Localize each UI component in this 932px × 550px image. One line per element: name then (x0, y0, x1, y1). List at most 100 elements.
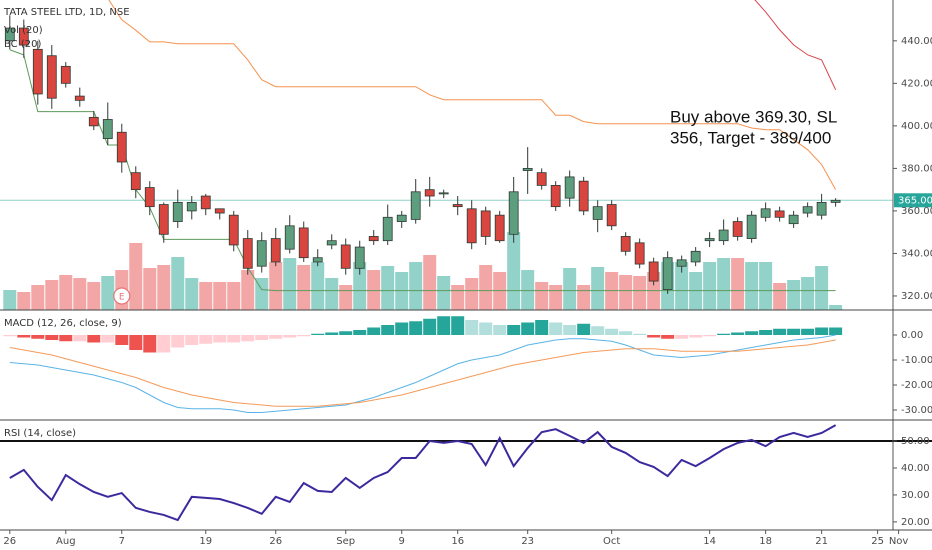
volume-bar (409, 262, 423, 310)
indicator-line (754, 0, 837, 90)
x-tick-label: Aug (56, 536, 76, 547)
candle-body (508, 191, 519, 235)
candle-body (172, 202, 183, 222)
candle-body (816, 202, 827, 216)
macd-histogram-bar (507, 325, 521, 335)
x-tick-label: 16 (451, 536, 464, 547)
candle-body (410, 191, 421, 220)
earnings-label: E (119, 293, 125, 303)
macd-histogram-bar (129, 335, 143, 350)
volume-bar (437, 276, 451, 310)
candle-body (270, 238, 281, 263)
volume-bar (3, 290, 17, 310)
candle-body (32, 48, 43, 95)
macd-histogram-bar (311, 333, 325, 335)
annotation: Buy above 369.30, SL (670, 107, 837, 126)
candle-body (130, 172, 141, 191)
macd-histogram-bar (605, 328, 619, 335)
x-tick-label: 9 (399, 536, 405, 547)
macd-histogram-bar (815, 327, 829, 335)
price-pane: E (0, 0, 893, 310)
volume-bar (787, 280, 801, 310)
macd-histogram-bar (297, 335, 311, 337)
macd-histogram-bar (101, 335, 115, 343)
macd-histogram-bar (535, 320, 549, 335)
macd-histogram-bar (213, 335, 227, 343)
candle-body (606, 204, 617, 227)
y-tick-label: 50.00 (901, 436, 930, 447)
volume-bar (87, 282, 101, 310)
volume-bar (535, 282, 549, 310)
macd-histogram-bar (549, 322, 563, 335)
indicator-line (9, 424, 837, 522)
candle-body (718, 229, 729, 242)
volume-bar (745, 262, 759, 310)
macd-histogram-bar (675, 335, 689, 339)
candle-body (116, 131, 127, 163)
last-price-label: 365.00 (898, 195, 932, 206)
candle-body (802, 206, 813, 214)
volume-bar (325, 278, 339, 310)
volume-bar (717, 258, 731, 310)
earnings-marker (113, 287, 131, 305)
volume-bar (591, 267, 605, 310)
macd-histogram-bar (563, 325, 577, 335)
macd-histogram-bar (661, 335, 675, 339)
macd-histogram-bar (339, 331, 353, 335)
volume-bar (171, 257, 185, 310)
candle-body (634, 242, 645, 265)
macd-histogram-bar (115, 335, 129, 345)
volume-bar (227, 282, 241, 310)
macd-histogram-bar (241, 335, 255, 342)
macd-histogram-bar (185, 335, 199, 345)
x-tick-label: 18 (759, 536, 772, 547)
volume-bar (521, 270, 535, 310)
candle-body (368, 236, 379, 242)
y-tick-label: 360.00 (901, 206, 932, 217)
volume-bar (213, 282, 227, 310)
candle-body (256, 240, 267, 267)
candle-body (354, 246, 365, 269)
volume-bar (73, 278, 87, 310)
macd-histogram-bar (703, 335, 717, 337)
y-tick-label: -20.00 (901, 380, 932, 391)
candle-body (144, 187, 155, 208)
macd-histogram-bar (689, 335, 703, 338)
macd-histogram-bar (143, 335, 157, 353)
candle-body (564, 176, 575, 199)
y-tick-label: -10.00 (901, 355, 932, 366)
candle-body (228, 214, 239, 246)
macd-histogram-bar (479, 322, 493, 335)
candle-body (214, 208, 225, 214)
volume-bar (731, 258, 745, 310)
candle-body (494, 214, 505, 242)
macd-histogram-bar (465, 320, 479, 335)
volume-bar (451, 285, 465, 310)
macd-histogram-bar (367, 327, 381, 335)
volume-bar (339, 285, 353, 310)
x-tick-label: Nov (889, 536, 909, 547)
candle-body (158, 204, 169, 235)
macd-histogram-bar (591, 326, 605, 335)
macd-histogram-bar (17, 335, 31, 338)
volume-bar (311, 262, 325, 310)
x-tick-label: 19 (199, 536, 212, 547)
volume-bar (353, 262, 367, 310)
x-tick-label: 23 (521, 536, 534, 547)
volume-bar (773, 283, 787, 310)
macd-histogram-bar (409, 321, 423, 335)
volume-bar (829, 305, 843, 310)
macd-histogram-bar (381, 325, 395, 335)
candle-body (438, 192, 449, 195)
candle-body (578, 180, 589, 212)
candle-body (186, 202, 197, 212)
volume-bar (283, 258, 297, 310)
macd-histogram-bar (787, 328, 801, 335)
candle-body (284, 225, 295, 250)
candle-body (732, 221, 743, 237)
candle-body (690, 250, 701, 263)
candle-body (102, 119, 113, 140)
macd-histogram-bar (745, 331, 759, 335)
macd-histogram-bar (717, 333, 731, 335)
macd-histogram-bar (157, 335, 171, 353)
